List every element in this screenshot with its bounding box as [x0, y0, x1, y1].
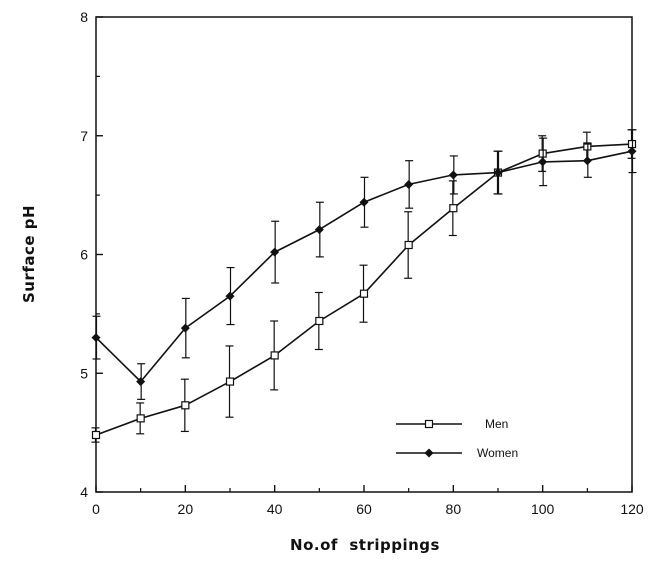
legend-marker-women [424, 448, 434, 458]
data-point-women [448, 170, 458, 180]
x-tick-label: 80 [446, 501, 462, 517]
data-point-men [404, 240, 413, 250]
legend: Men Women [396, 417, 518, 460]
data-point-women [404, 179, 414, 189]
data-point-men [270, 351, 279, 360]
data-point-women [314, 225, 324, 235]
y-tick-label: 4 [80, 484, 88, 500]
data-point-men [91, 430, 101, 440]
series-layer [91, 129, 637, 443]
legend-label-women: Women [477, 446, 518, 460]
y-tick-label: 5 [80, 365, 88, 381]
data-point-women [91, 333, 101, 343]
data-point-women [270, 247, 280, 257]
y-tick-label: 6 [80, 247, 88, 263]
data-point-women [225, 291, 235, 301]
x-tick-label: 60 [356, 501, 372, 517]
y-tick-label: 7 [80, 128, 88, 144]
data-point-women [582, 156, 592, 166]
legend-marker-men [424, 419, 434, 429]
x-axis-ticks: 0 20 40 60 80 100 120 [92, 485, 644, 517]
data-point-men [225, 377, 235, 386]
data-point-men [181, 401, 190, 410]
x-tick-label: 120 [620, 501, 644, 517]
x-tick-label: 40 [267, 501, 283, 517]
y-axis-ticks: 4 5 6 7 8 [80, 9, 103, 500]
y-tick-label: 8 [80, 9, 88, 25]
data-point-women [538, 157, 548, 167]
plot-frame [95, 16, 633, 493]
x-tick-label: 0 [92, 501, 100, 517]
data-point-men [449, 204, 458, 213]
x-tick-label: 100 [531, 501, 555, 517]
data-point-women [136, 377, 146, 387]
series-women [91, 129, 637, 400]
y-axis-title: Surface pH [20, 205, 38, 303]
data-point-women [493, 168, 503, 178]
data-point-men [315, 316, 324, 326]
series-men [91, 129, 637, 443]
data-point-men [359, 289, 369, 298]
data-point-women [359, 197, 369, 207]
x-axis-title: No.of strippings [290, 536, 440, 554]
data-point-women [180, 323, 190, 333]
data-point-women [627, 146, 637, 156]
legend-label-men: Men [485, 417, 508, 431]
x-tick-label: 20 [178, 501, 194, 517]
data-point-men [136, 414, 145, 423]
